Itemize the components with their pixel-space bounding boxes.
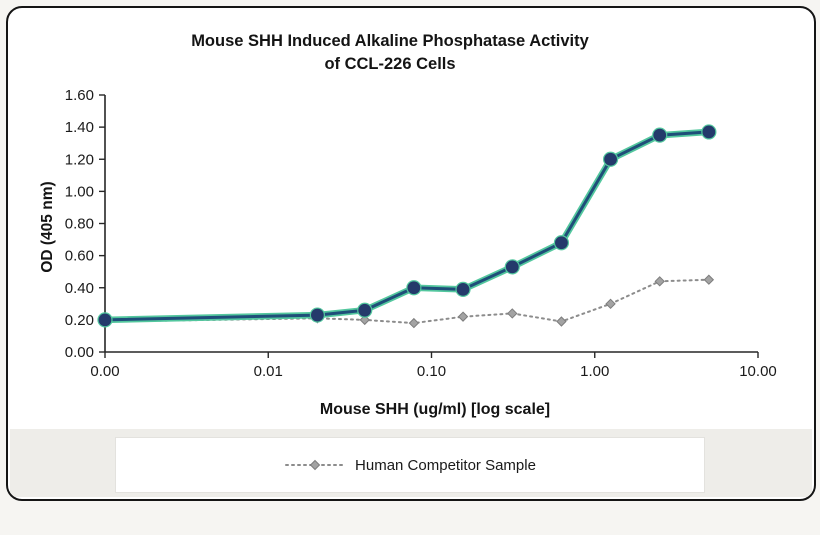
competitor-series-swatch-icon — [285, 459, 346, 471]
legend-label-competitor: Human Competitor Sample — [355, 456, 536, 474]
legend: Human Competitor Sample — [115, 437, 705, 493]
chart-frame — [6, 6, 816, 501]
